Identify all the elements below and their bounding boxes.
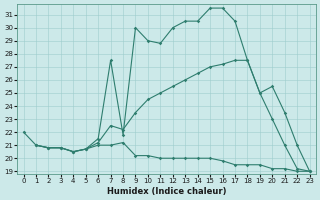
X-axis label: Humidex (Indice chaleur): Humidex (Indice chaleur) [107, 187, 226, 196]
